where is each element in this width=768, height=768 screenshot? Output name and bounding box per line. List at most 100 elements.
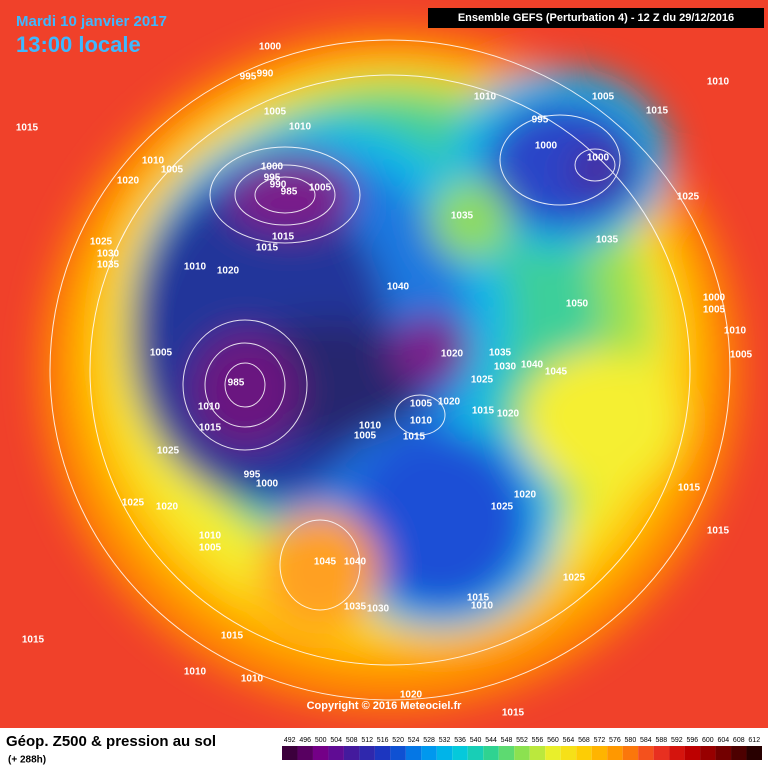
isobar-label: 1005 — [703, 305, 726, 316]
isobar-label: 1005 — [354, 431, 377, 442]
isobar-label: 1015 — [272, 232, 295, 243]
isobar-label: 1005 — [150, 348, 173, 359]
isobar-label: 1010 — [471, 601, 494, 612]
scale-cell — [653, 746, 670, 760]
isobar-label: 1040 — [387, 282, 410, 293]
isobar-label: 1000 — [256, 479, 279, 490]
scale-label: 576 — [609, 737, 621, 744]
scale-cell — [746, 746, 762, 760]
color-scale: 492 496 500 504 508 512 516 520 524 528 532 536 540 5… — [282, 737, 762, 760]
isobar-label: 1015 — [199, 423, 222, 434]
scale-label: 544 — [485, 737, 497, 744]
geopotential-field — [0, 0, 768, 728]
isobar-label: 1020 — [400, 690, 423, 701]
isobar-label: 1010 — [199, 531, 222, 542]
isobar-label: 1005 — [592, 92, 615, 103]
isobar-label: 990 — [257, 69, 274, 80]
isobar-label: 995 — [240, 72, 257, 83]
footer-title: Géop. Z500 & pression au sol — [6, 733, 216, 750]
scale-cell — [297, 746, 313, 760]
isobar-label: 1020 — [117, 176, 140, 187]
isobar-label: 1005 — [264, 107, 287, 118]
isobar-label: 1015 — [467, 593, 490, 604]
isobar-label: 1025 — [90, 237, 113, 248]
isobar-label: 1025 — [471, 375, 494, 386]
isobar-label: 1030 — [97, 249, 120, 260]
scale-cell — [374, 746, 391, 760]
scale-cell — [576, 746, 592, 760]
isobar-label: 1015 — [221, 631, 244, 642]
isobar-label: 1005 — [199, 543, 222, 554]
scale-cell — [467, 746, 484, 760]
isobar-label: 1010 — [707, 77, 730, 88]
isobar-label: 1020 — [514, 490, 537, 501]
isobar-label: 1020 — [497, 409, 520, 420]
scale-label: 552 — [516, 737, 528, 744]
scale-label: 500 — [315, 737, 327, 744]
isobar-label: 1015 — [707, 526, 730, 537]
isobar-label: 1010 — [184, 667, 207, 678]
scale-cell — [638, 746, 654, 760]
isobar-label: 1020 — [441, 349, 464, 360]
scale-label: 536 — [454, 737, 466, 744]
isobar-label: 1020 — [438, 397, 461, 408]
scale-cell — [700, 746, 716, 760]
scale-label: 532 — [439, 737, 451, 744]
scale-cell — [452, 746, 468, 760]
isobar-label: 1010 — [289, 122, 312, 133]
scale-cell — [731, 746, 747, 760]
scale-label: 592 — [671, 737, 683, 744]
scale-label: 560 — [547, 737, 559, 744]
isobar-label: 1000 — [587, 153, 610, 164]
isobar-label: 1015 — [256, 243, 279, 254]
isobar-label: 1005 — [309, 183, 332, 194]
isobar-label: 1045 — [314, 557, 337, 568]
scale-label: 564 — [563, 737, 575, 744]
isobar-label: 1035 — [489, 348, 512, 359]
isobar-label: 1020 — [217, 266, 240, 277]
scale-label: 608 — [733, 737, 745, 744]
scale-cell — [591, 746, 608, 760]
isobar-label: 1025 — [491, 502, 514, 513]
scale-label: 596 — [686, 737, 698, 744]
scale-cell — [715, 746, 732, 760]
scale-cell — [545, 746, 561, 760]
scale-cell — [498, 746, 515, 760]
scale-label: 492 — [284, 737, 296, 744]
isobar-label: 990 — [270, 180, 287, 191]
scale-label: 512 — [361, 737, 373, 744]
scale-cell — [405, 746, 422, 760]
isobar-label: 1015 — [403, 432, 426, 443]
isobar-label: 1025 — [677, 192, 700, 203]
isobar-label: 1020 — [156, 502, 179, 513]
scale-cell — [390, 746, 406, 760]
date: Mardi 10 janvier 2017 — [16, 13, 167, 30]
isobar-label: 1035 — [97, 260, 120, 271]
isobar-label: 1010 — [359, 421, 382, 432]
scale-label: 556 — [532, 737, 544, 744]
scale-cell — [359, 746, 375, 760]
isobar-label: 1010 — [724, 326, 747, 337]
isobar-label: 1030 — [367, 604, 390, 615]
isobar-label: 995 — [532, 115, 549, 126]
scale-label: 584 — [640, 737, 652, 744]
isobar-label: 1015 — [16, 123, 39, 134]
isobar-label: 1015 — [646, 106, 669, 117]
isobar-label: 1000 — [703, 293, 726, 304]
scale-label: 524 — [408, 737, 420, 744]
local-time: 13:00 locale — [16, 32, 141, 57]
isobar-label: 995 — [244, 470, 261, 481]
isobar-label: 1035 — [344, 602, 367, 613]
scale-cell — [328, 746, 344, 760]
isobar-label: 1000 — [259, 42, 282, 53]
isobar-label: 1000 — [535, 141, 558, 152]
scale-label: 572 — [594, 737, 606, 744]
scale-label: 588 — [656, 737, 668, 744]
isobar-label: 1010 — [410, 416, 433, 427]
isobar-label: 1025 — [122, 498, 145, 509]
scale-cell — [684, 746, 701, 760]
isobar-label: 1010 — [474, 92, 497, 103]
scale-label: 520 — [392, 737, 404, 744]
